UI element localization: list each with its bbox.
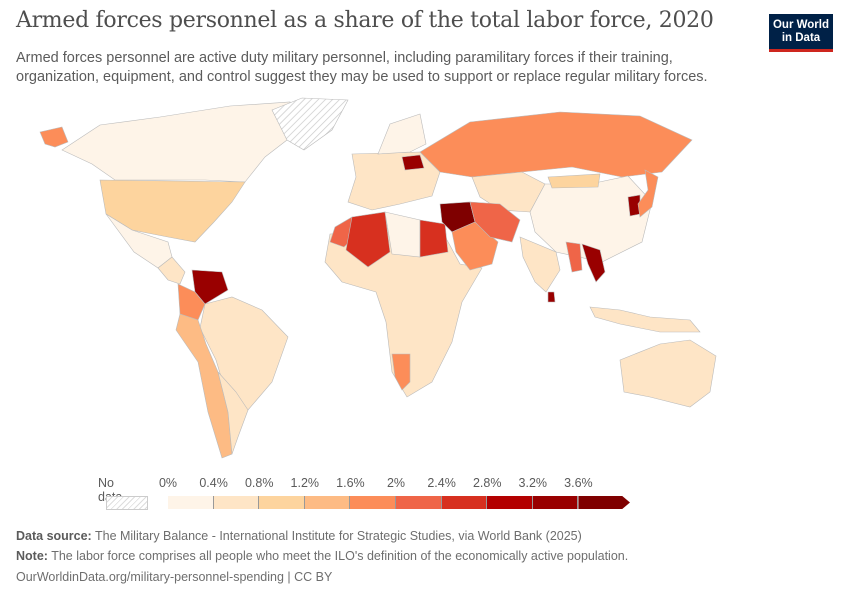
legend-bin[interactable] [532, 496, 579, 509]
region-mongolia[interactable] [547, 173, 601, 189]
region-venezuela[interactable] [191, 269, 229, 305]
subtitle: Armed forces personnel are active duty m… [16, 50, 708, 85]
owid-logo[interactable]: Our World in Data [769, 14, 833, 52]
note-text: The labor force comprises all people who… [51, 549, 629, 563]
region-canada[interactable] [61, 101, 301, 183]
region-colombia[interactable] [177, 283, 206, 321]
note-label: Note: [16, 549, 48, 563]
legend-tick: 3.6% [564, 476, 593, 490]
region-laos-vietnam[interactable] [581, 243, 606, 283]
legend-tick: 0.8% [244, 476, 274, 490]
legend-tick: 0.4% [199, 476, 228, 490]
region-alaska[interactable] [39, 126, 69, 148]
source-link[interactable]: OurWorldinData.org/military-personnel-sp… [16, 570, 333, 584]
region-myanmar[interactable] [565, 241, 583, 273]
legend-bin[interactable] [396, 496, 442, 509]
legend-tick: 0% [158, 476, 178, 490]
region-sri-lanka[interactable] [547, 291, 556, 303]
note: Note: The labor force comprises all peop… [16, 549, 628, 563]
region-egypt[interactable] [419, 219, 449, 258]
region-brazil[interactable] [199, 296, 289, 411]
legend-tick: 3.2% [518, 476, 548, 490]
legend-tick: 2.4% [427, 476, 456, 490]
region-europe[interactable] [347, 151, 441, 211]
source-label: Data source: [16, 529, 92, 543]
legend-tick: 1.2% [290, 476, 320, 490]
region-algeria[interactable] [345, 211, 391, 268]
legend-tick: 2.8% [472, 476, 502, 490]
legend-bin[interactable] [350, 496, 396, 509]
region-russia[interactable] [419, 111, 693, 178]
logo-line1: Our World [772, 19, 829, 31]
legend-bin[interactable] [487, 496, 533, 509]
region-argentina[interactable] [217, 371, 249, 455]
region-indonesia[interactable] [589, 306, 701, 333]
legend-bin[interactable] [168, 496, 214, 509]
world-map[interactable] [0, 92, 790, 472]
legend-bin[interactable] [304, 496, 351, 509]
legend-tick: 1.6% [336, 476, 365, 490]
legend-bin[interactable] [578, 496, 630, 509]
legend-no-data-swatch[interactable] [106, 496, 148, 510]
region-iran[interactable] [469, 201, 521, 243]
region-australia[interactable] [619, 339, 717, 408]
data-source: Data source: The Military Balance - Inte… [16, 529, 582, 543]
region-japan[interactable] [637, 169, 659, 218]
region-central-america[interactable] [157, 256, 186, 285]
page-title: Armed forces personnel as a share of the… [16, 8, 714, 33]
region-namibia[interactable] [391, 353, 411, 391]
region-belarus[interactable] [401, 154, 425, 171]
region-africa[interactable] [324, 226, 483, 398]
region-scandinavia[interactable] [377, 113, 427, 155]
source-text: The Military Balance - International Ins… [94, 529, 582, 543]
legend-bin[interactable] [259, 496, 305, 509]
legend-tick: 2% [386, 476, 406, 490]
legend-bin[interactable] [213, 496, 260, 509]
region-india[interactable] [519, 236, 561, 293]
legend-bin[interactable] [441, 496, 488, 509]
logo-line2: in Data [781, 32, 821, 44]
region-greenland[interactable] [271, 97, 349, 151]
